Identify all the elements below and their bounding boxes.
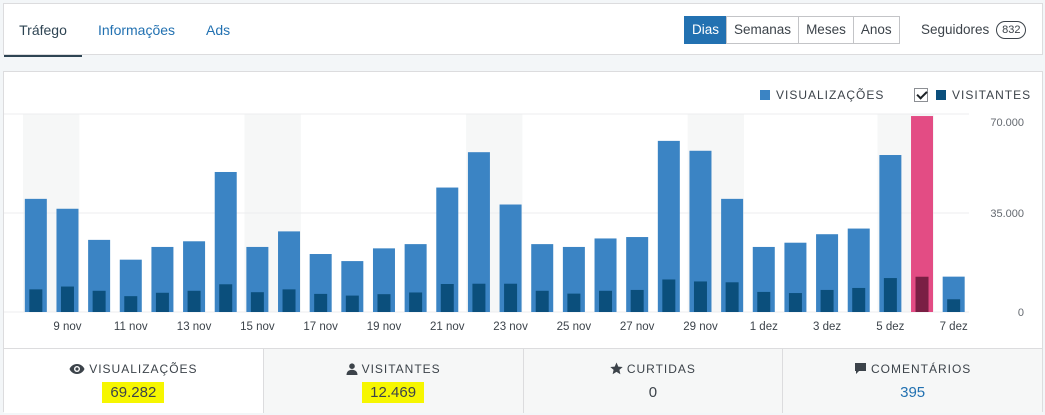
x-tick-label-12: 3 dez (813, 321, 841, 333)
summary-likes-value: 0 (648, 384, 658, 401)
bar-visitors-28 (915, 276, 929, 312)
x-tick-label-6: 21 nov (430, 321, 465, 333)
y-tick-label-2: 0 (1018, 307, 1024, 319)
bar-visitors-17 (567, 293, 581, 312)
summary-views[interactable]: VISUALIZAÇÕES 69.282 (4, 349, 263, 413)
top-navigation-bar: Tráfego Informações Ads Dias Semanas Mes… (3, 3, 1043, 57)
x-tick-label-1: 11 nov (114, 321, 148, 333)
bar-visitors-18 (599, 290, 613, 312)
legend-visitors[interactable]: VISITANTES (914, 88, 1031, 102)
period-weeks-button[interactable]: Semanas (726, 16, 800, 44)
x-tick-label-2: 13 nov (177, 321, 212, 333)
traffic-bar-chart: 70.000 35.000 0 9 nov 11 nov 13 nov 15 nov 17 n… (4, 113, 1024, 333)
comment-icon (854, 363, 866, 374)
summary-comments-value[interactable]: 395 (900, 384, 926, 401)
x-tick-label-11: 1 dez (750, 321, 778, 333)
legend-views: VISUALIZAÇÕES (760, 88, 884, 102)
legend-views-swatch (760, 90, 770, 100)
bar-visitors-27 (883, 278, 897, 312)
x-tick-label-7: 23 nov (493, 321, 528, 333)
bar-views-14 (467, 152, 490, 312)
tab-ads[interactable]: Ads (206, 22, 231, 38)
period-months-button[interactable]: Meses (798, 16, 854, 44)
followers-link[interactable]: Seguidores 832 (921, 4, 1027, 56)
bar-visitors-10 (345, 295, 359, 312)
bar-visitors-20 (662, 279, 676, 312)
bar-visitors-11 (377, 294, 391, 312)
bar-visitors-4 (155, 292, 169, 312)
bar-visitors-19 (630, 289, 644, 312)
bar-visitors-23 (757, 291, 771, 312)
bar-visitors-3 (124, 296, 138, 312)
summary-likes[interactable]: CURTIDAS 0 (522, 349, 783, 413)
bar-visitors-6 (219, 284, 233, 312)
bar-views-27 (879, 155, 902, 312)
period-years-button[interactable]: Anos (852, 16, 900, 44)
bar-visitors-16 (535, 290, 549, 312)
legend-visitors-swatch (936, 90, 946, 100)
followers-label: Seguidores (921, 22, 990, 37)
x-tick-label-14: 7 dez (940, 321, 968, 333)
tab-informacoes[interactable]: Informações (98, 22, 176, 38)
x-tick-label-4: 17 nov (303, 321, 338, 333)
period-selector: Dias Semanas Meses Anos (684, 16, 900, 44)
bar-views-13 (436, 187, 459, 312)
bar-visitors-29 (947, 299, 961, 312)
summary-views-value: 69.282 (102, 382, 165, 403)
bar-views-6 (214, 171, 237, 312)
summary-visitors-value: 12.469 (362, 382, 425, 403)
bar-views-0 (24, 198, 47, 312)
star-icon (610, 362, 623, 375)
summary-views-label: VISUALIZAÇÕES (89, 362, 198, 376)
bar-views-1 (56, 208, 79, 312)
bar-visitors-0 (29, 289, 43, 312)
period-days-button[interactable]: Dias (684, 16, 728, 44)
x-tick-label-13: 5 dez (876, 321, 904, 333)
bar-views-28 (911, 116, 934, 312)
bar-visitors-26 (852, 287, 866, 312)
bar-visitors-21 (693, 281, 707, 312)
bar-visitors-24 (788, 293, 802, 312)
bar-views-21 (689, 150, 712, 312)
person-icon (346, 363, 358, 375)
bar-visitors-1 (60, 286, 74, 312)
visitors-checkbox[interactable] (914, 88, 928, 102)
tab-trafego[interactable]: Tráfego (4, 4, 82, 57)
legend-views-label: VISUALIZAÇÕES (776, 88, 885, 102)
followers-count-badge: 832 (996, 21, 1027, 39)
bar-views-20 (657, 140, 680, 312)
bar-visitors-8 (282, 289, 296, 312)
bar-visitors-7 (250, 292, 264, 312)
bar-visitors-5 (187, 290, 201, 312)
bar-visitors-9 (314, 293, 328, 312)
x-tick-label-9: 27 nov (620, 321, 655, 333)
summary-visitors-label: VISITANTES (361, 362, 441, 376)
summary-comments-label: COMENTÁRIOS (870, 362, 972, 376)
summary-likes-label: CURTIDAS (626, 362, 696, 376)
x-tick-label-3: 15 nov (240, 321, 275, 333)
summary-tabs: VISUALIZAÇÕES 69.282 VISITANTES 12.469 C… (4, 348, 1042, 413)
bar-visitors-22 (725, 282, 739, 312)
x-tick-label-10: 29 nov (683, 321, 718, 333)
stats-panel: VISUALIZAÇÕES VISITANTES 70.000 35.000 0 9 … (3, 71, 1043, 413)
bar-visitors-25 (820, 289, 834, 312)
y-tick-label-1: 35.000 (990, 208, 1024, 220)
legend-visitors-label: VISITANTES (952, 88, 1032, 102)
bar-visitors-12 (409, 292, 423, 312)
summary-comments[interactable]: COMENTÁRIOS 395 (782, 349, 1042, 413)
x-tick-label-5: 19 nov (367, 321, 402, 333)
summary-visitors[interactable]: VISITANTES 12.469 (262, 349, 523, 413)
bar-visitors-2 (92, 290, 106, 312)
y-tick-label-0: 70.000 (990, 117, 1024, 129)
x-tick-label-8: 25 nov (557, 321, 592, 333)
bar-visitors-13 (440, 283, 454, 312)
bar-visitors-15 (504, 283, 518, 312)
eye-icon (69, 364, 85, 374)
bar-visitors-14 (472, 283, 486, 312)
x-tick-label-0: 9 nov (53, 321, 81, 333)
